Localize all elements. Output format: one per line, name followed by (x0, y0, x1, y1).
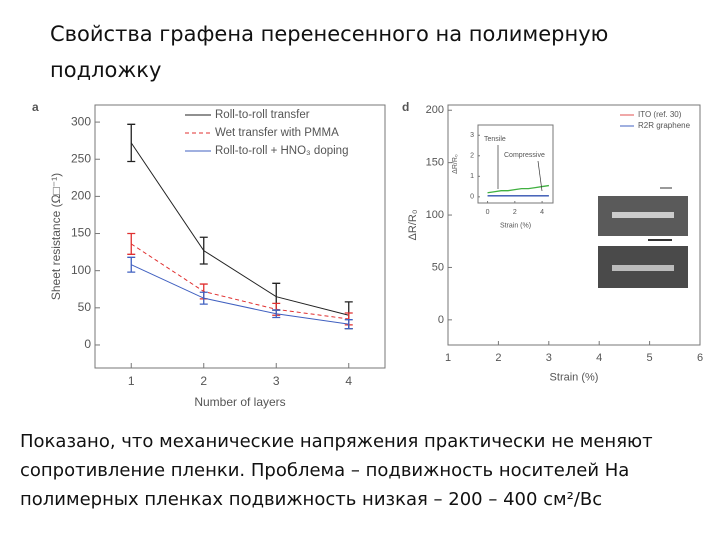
x-tick-label: 2 (495, 352, 501, 364)
error-bar (127, 256, 136, 273)
x-tick-label: 4 (345, 374, 352, 388)
x-axis-label: Strain (%) (550, 371, 599, 383)
x-tick-label: 6 (697, 352, 703, 364)
series-line (487, 184, 550, 194)
y-tick-label: 200 (71, 189, 91, 203)
x-tick-label: 4 (540, 209, 544, 216)
y-tick-label: 0 (84, 337, 91, 351)
x-tick-label: 1 (128, 374, 135, 388)
y-tick-label: 2 (470, 153, 474, 160)
x-tick-label: 0 (486, 209, 490, 216)
annotation: Tensile (484, 136, 506, 143)
error-bar (199, 236, 208, 265)
x-tick-label: 3 (546, 352, 552, 364)
annotation-arrow (537, 160, 543, 192)
x-tick-label: 1 (445, 352, 451, 364)
y-tick-label: 0 (438, 314, 444, 326)
x-axis-label: Strain (%) (500, 223, 531, 230)
body-line: Показано, что механические напряжения пр… (20, 431, 653, 452)
legend-label: Roll-to-roll + HNO₃ doping (215, 145, 348, 157)
plot-frame (477, 124, 554, 204)
x-tick-label: 5 (647, 352, 653, 364)
photo-detail (612, 265, 674, 271)
annotation: Compressive (504, 152, 545, 159)
error-bar (127, 232, 136, 255)
legend-label: Roll-to-roll transfer (215, 109, 310, 121)
error-bar (272, 309, 281, 319)
legend-label: ITO (ref. 30) (638, 110, 682, 119)
x-tick-label: 3 (273, 374, 280, 388)
legend-label: Wet transfer with PMMA (215, 127, 339, 139)
plot-frame (447, 104, 701, 346)
title-line: подложку (50, 58, 162, 82)
panel-label: a (32, 100, 39, 114)
x-tick-label: 2 (200, 374, 207, 388)
y-tick-label: 250 (71, 151, 91, 165)
y-axis-label: ΔR/R₀ (407, 210, 419, 241)
y-tick-label: 50 (78, 300, 92, 314)
y-tick-label: 100 (426, 209, 444, 221)
photo-detail (612, 212, 674, 218)
title-line: Свойства графена перенесенного на полиме… (50, 22, 609, 46)
slide-body: Показано, что механические напряжения пр… (20, 427, 653, 514)
body-line: полимерных пленках подвижность низкая – … (20, 489, 603, 510)
y-tick-label: 3 (470, 132, 474, 139)
y-tick-label: 150 (71, 226, 91, 240)
y-axis-label: ΔR/R₀ (452, 154, 459, 174)
plot-frame (94, 104, 386, 369)
x-tick-label: 2 (513, 209, 517, 216)
y-tick-label: 200 (426, 104, 444, 116)
x-axis-label: Number of layers (194, 395, 285, 409)
y-tick-label: 100 (71, 263, 91, 277)
x-tick-label: 4 (596, 352, 602, 364)
y-tick-label: 300 (71, 114, 91, 128)
y-tick-label: 150 (426, 157, 444, 169)
y-axis-label: Sheet resistance (Ω□⁻¹) (49, 173, 63, 300)
panel-label: d (402, 100, 409, 114)
series-line (131, 264, 349, 325)
body-line: сопротивление пленки. Проблема – подвижн… (20, 460, 630, 481)
y-tick-label: 50 (432, 261, 444, 273)
series-line (130, 142, 349, 316)
error-bar (199, 291, 208, 305)
y-tick-label: 1 (470, 173, 474, 180)
y-tick-label: 0 (470, 194, 474, 201)
series-line (130, 243, 349, 320)
error-bar (344, 319, 353, 330)
legend-label: R2R graphene (638, 121, 691, 130)
error-bar (127, 123, 136, 163)
slide-title: Свойства графена перенесенного на полиме… (50, 16, 608, 88)
